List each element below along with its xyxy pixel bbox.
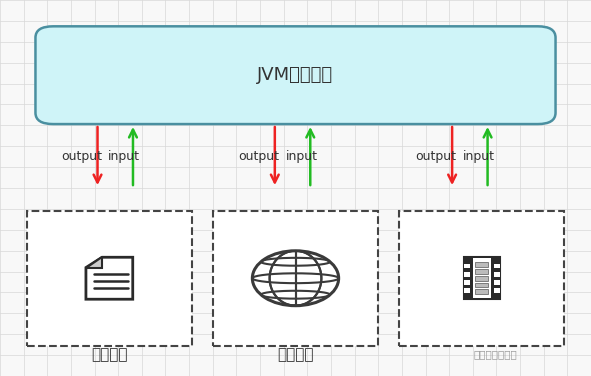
Polygon shape [86, 257, 133, 299]
Text: input: input [108, 150, 140, 162]
Polygon shape [86, 257, 102, 268]
Bar [494, 288, 500, 293]
Bar [475, 269, 489, 274]
Text: 文件系统: 文件系统 [91, 347, 128, 362]
Circle shape [252, 251, 339, 306]
FancyBboxPatch shape [35, 26, 556, 124]
Bar [494, 272, 500, 277]
Bar [27, 211, 192, 346]
Bar [475, 290, 489, 294]
Bar [399, 211, 564, 346]
Bar [494, 264, 500, 268]
Bar [463, 257, 500, 299]
Text: input: input [285, 150, 317, 162]
Text: input: input [463, 150, 495, 162]
Bar [494, 280, 500, 285]
Bar [475, 283, 489, 287]
Text: 网络服务: 网络服务 [277, 347, 314, 362]
Bar [463, 264, 469, 268]
Text: output: output [238, 150, 280, 162]
Bar [475, 276, 489, 280]
Text: JVM（应用）: JVM（应用） [258, 66, 333, 84]
Text: output: output [61, 150, 102, 162]
Bar [213, 211, 378, 346]
Bar [475, 262, 489, 267]
Bar [473, 258, 491, 298]
Text: 《据蹉小助手》: 《据蹉小助手》 [473, 349, 517, 359]
Bar [463, 272, 469, 277]
Text: output: output [415, 150, 457, 162]
Bar [463, 280, 469, 285]
Bar [463, 288, 469, 293]
